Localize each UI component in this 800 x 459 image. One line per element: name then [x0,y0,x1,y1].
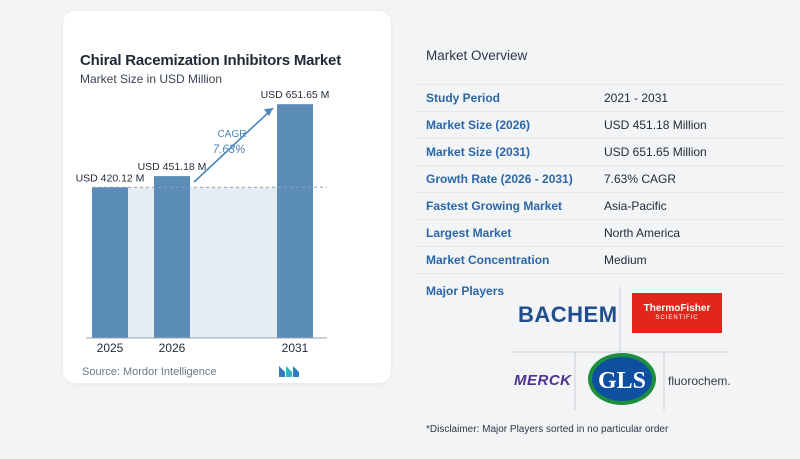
mordor-intelligence-logo [279,366,299,377]
major-players-label: Major Players [426,284,505,298]
overview-label: Growth Rate (2026 - 2031) [426,172,573,186]
value-label-2026: USD 451.18 M [138,161,207,173]
fluorochem-logo: fluorochem. [668,374,731,388]
overview-label: Market Size (2031) [426,145,531,159]
disclaimer: *Disclaimer: Major Players sorted in no … [426,424,669,435]
cagr-value: 7.63% [213,144,246,156]
x-tick-2026: 2026 [159,341,186,355]
overview-label: Market Size (2026) [426,118,531,132]
overview-value: USD 451.18 Million [604,118,707,132]
overview-label: Largest Market [426,226,512,240]
x-tick-2031: 2031 [282,341,309,355]
overview-label: Fastest Growing Market [426,199,563,213]
bar-2026 [154,176,190,338]
cagr-label: CAGR [218,129,247,140]
cagr-arrow [193,107,274,183]
market-overview-title: Market Overview [426,48,528,63]
bar-2025 [92,187,128,338]
overview-value: USD 651.65 Million [604,145,707,159]
overview-label: Study Period [426,91,501,105]
thermofisher-logo: ThermoFisher SCIENTIFIC [632,293,722,333]
overview-value: 2021 - 2031 [604,91,669,105]
thermofisher-name: ThermoFisher [643,303,711,314]
overview-row-market-size-2031: Market Size (2031) USD 651.65 Million [416,139,784,166]
overview-value: North America [604,226,681,240]
overview-row-market-size-2026: Market Size (2026) USD 451.18 Million [416,112,784,139]
overview-value: 7.63% CAGR [604,172,677,186]
market-overview-table: Study Period 2021 - 2031 Market Size (20… [416,84,784,274]
chart-subtitle: Market Size in USD Million [80,72,223,86]
value-label-2025: USD 420.12 M [76,172,145,184]
overview-row-concentration: Market Concentration Medium [416,247,784,274]
bar-2031 [277,104,313,339]
overview-row-study-period: Study Period 2021 - 2031 [416,84,784,112]
cagr-arrow-head [264,108,273,117]
overview-value: Medium [604,253,647,267]
merck-logo: MERCK [514,372,572,389]
chart-title: Chiral Racemization Inhibitors Market [80,52,341,69]
gls-logo: GLS [588,353,656,405]
overview-value: Asia-Pacific [604,199,667,213]
overview-row-largest-market: Largest Market North America [416,220,784,247]
gls-logo-text: GLS [598,368,646,394]
x-tick-2025: 2025 [97,341,124,355]
source-note: Source: Mordor Intelligence [82,366,217,378]
bachem-logo: BACHEM [518,302,618,327]
overview-row-growth-rate: Growth Rate (2026 - 2031) 7.63% CAGR [416,166,784,193]
value-label-2031: USD 651.65 M [261,89,330,101]
thermofisher-sub: SCIENTIFIC [655,315,699,321]
overview-label: Market Concentration [426,253,550,267]
overview-row-fastest-growing: Fastest Growing Market Asia-Pacific [416,193,784,220]
